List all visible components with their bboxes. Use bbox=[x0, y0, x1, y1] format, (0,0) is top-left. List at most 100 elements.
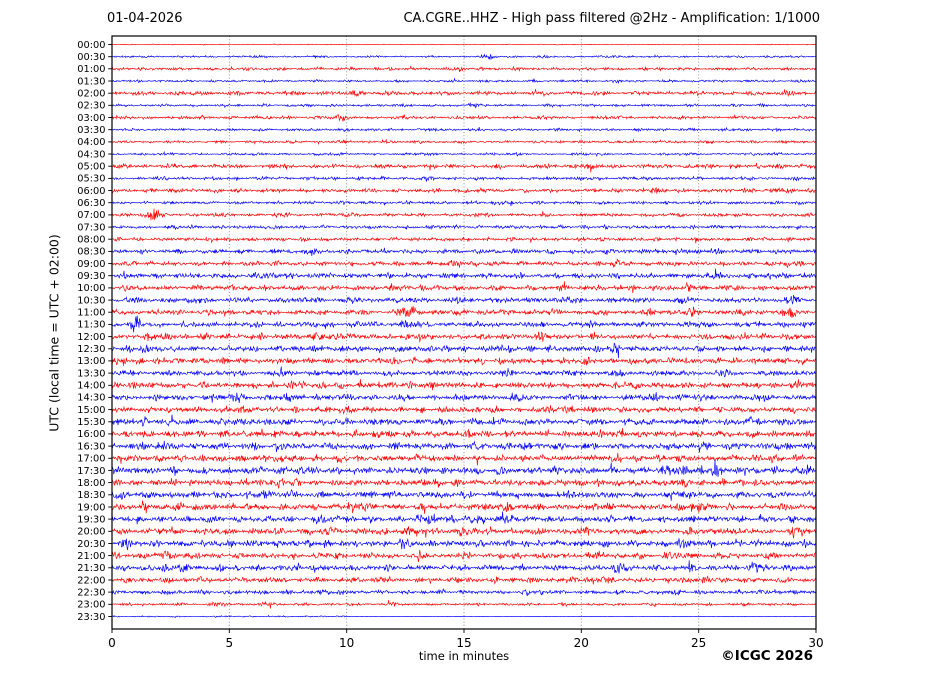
y-tick-label: 23:00 bbox=[77, 600, 105, 611]
trace-17:30 bbox=[111, 459, 817, 477]
trace-23:00 bbox=[111, 599, 817, 609]
trace-05:00 bbox=[111, 162, 817, 173]
trace-04:30 bbox=[111, 150, 816, 157]
y-tick-label: 13:00 bbox=[77, 356, 105, 367]
trace-08:30 bbox=[111, 247, 817, 257]
trace-16:30 bbox=[111, 440, 817, 453]
y-tick-label: 14:30 bbox=[77, 393, 105, 404]
y-tick-label: 00:00 bbox=[77, 40, 105, 51]
trace-05:30 bbox=[111, 175, 817, 182]
y-tick-label: 07:30 bbox=[77, 222, 105, 233]
y-tick-label: 19:30 bbox=[77, 514, 105, 525]
y-tick-label: 11:00 bbox=[77, 308, 105, 319]
y-tick-label: 19:00 bbox=[77, 502, 105, 513]
y-tick-label: 12:00 bbox=[77, 332, 105, 343]
y-tick-label: 14:00 bbox=[77, 381, 105, 392]
y-tick-label: 21:30 bbox=[77, 563, 105, 574]
trace-06:30 bbox=[111, 199, 817, 207]
trace-18:00 bbox=[111, 477, 817, 489]
y-tick-label: 22:30 bbox=[77, 587, 105, 598]
trace-22:30 bbox=[111, 587, 817, 597]
y-tick-label: 23:30 bbox=[77, 612, 105, 623]
trace-19:00 bbox=[111, 500, 817, 514]
trace-14:30 bbox=[111, 392, 817, 404]
trace-19:30 bbox=[111, 511, 817, 525]
y-tick-label: 17:30 bbox=[77, 466, 105, 477]
y-tick-label: 12:30 bbox=[77, 344, 105, 355]
trace-23:30 bbox=[111, 614, 816, 618]
trace-14:00 bbox=[111, 379, 817, 391]
trace-17:00 bbox=[111, 452, 817, 466]
y-tick-label: 17:00 bbox=[77, 454, 105, 465]
y-tick-label: 18:00 bbox=[77, 478, 105, 489]
y-tick-label: 20:30 bbox=[77, 539, 105, 550]
trace-07:30 bbox=[111, 224, 817, 231]
y-tick-label: 06:30 bbox=[77, 198, 105, 209]
x-tick-label: 0 bbox=[108, 636, 116, 650]
trace-15:00 bbox=[111, 404, 817, 415]
trace-09:00 bbox=[112, 258, 817, 269]
x-tick-label: 20 bbox=[574, 636, 589, 650]
y-tick-label: 06:00 bbox=[77, 186, 105, 197]
y-tick-label: 00:30 bbox=[77, 52, 105, 63]
y-tick-label: 07:00 bbox=[77, 210, 105, 221]
trace-15:30 bbox=[111, 414, 817, 427]
x-tick-label: 30 bbox=[808, 636, 823, 650]
trace-07:00 bbox=[111, 208, 816, 221]
copyright-label: ©ICGC 2026 bbox=[721, 648, 813, 664]
trace-11:30 bbox=[111, 315, 816, 333]
y-tick-label: 02:30 bbox=[77, 101, 105, 112]
trace-22:00 bbox=[111, 575, 817, 585]
trace-21:00 bbox=[111, 549, 817, 563]
y-tick-label: 11:30 bbox=[77, 320, 105, 331]
trace-11:00 bbox=[111, 306, 816, 318]
trace-13:30 bbox=[111, 366, 816, 378]
trace-08:00 bbox=[111, 235, 816, 244]
y-tick-label: 08:30 bbox=[77, 247, 105, 258]
y-tick-label: 18:30 bbox=[77, 490, 105, 501]
y-tick-label: 13:30 bbox=[77, 368, 105, 379]
y-tick-label: 21:00 bbox=[77, 551, 105, 562]
trace-10:00 bbox=[111, 281, 817, 294]
x-tick-label: 25 bbox=[691, 636, 706, 650]
trace-06:00 bbox=[111, 186, 817, 194]
y-tick-label: 22:00 bbox=[77, 575, 105, 586]
trace-16:00 bbox=[111, 428, 816, 439]
x-tick-label: 15 bbox=[456, 636, 471, 650]
trace-00:00 bbox=[112, 43, 816, 46]
trace-12:00 bbox=[111, 331, 817, 343]
trace-01:30 bbox=[111, 77, 816, 85]
x-tick-label: 10 bbox=[339, 636, 354, 650]
trace-00:30 bbox=[112, 53, 817, 60]
station-title: CA.CGRE..HHZ - High pass filtered @2Hz -… bbox=[403, 11, 820, 26]
y-tick-label: 16:00 bbox=[77, 429, 105, 440]
y-tick-label: 03:00 bbox=[77, 113, 105, 124]
y-tick-label: 10:00 bbox=[77, 283, 105, 294]
y-tick-label: 04:00 bbox=[77, 137, 105, 148]
y-tick-label: 01:00 bbox=[77, 64, 105, 75]
plot-border bbox=[111, 35, 817, 630]
trace-03:00 bbox=[111, 113, 817, 122]
y-tick-label: 05:00 bbox=[77, 162, 105, 173]
date-title: 01-04-2026 bbox=[107, 11, 183, 26]
trace-02:30 bbox=[111, 102, 816, 109]
y-tick-label: 08:00 bbox=[77, 235, 105, 246]
y-tick-label: 20:00 bbox=[77, 527, 105, 538]
y-tick-label: 10:30 bbox=[77, 295, 105, 306]
trace-12:30 bbox=[111, 342, 817, 359]
y-tick-label: 05:30 bbox=[77, 174, 105, 185]
trace-09:30 bbox=[112, 268, 817, 280]
x-tick-label: 5 bbox=[225, 636, 233, 650]
y-tick-label: 04:30 bbox=[77, 149, 105, 160]
y-tick-label: 01:30 bbox=[77, 76, 105, 87]
trace-03:30 bbox=[111, 126, 816, 133]
trace-02:00 bbox=[111, 89, 817, 98]
y-tick-label: 15:00 bbox=[77, 405, 105, 416]
y-tick-label: 02:00 bbox=[77, 89, 105, 100]
trace-01:00 bbox=[111, 65, 817, 73]
y-tick-label: 09:00 bbox=[77, 259, 105, 270]
trace-18:30 bbox=[111, 488, 817, 501]
y-tick-label: 09:30 bbox=[77, 271, 105, 282]
